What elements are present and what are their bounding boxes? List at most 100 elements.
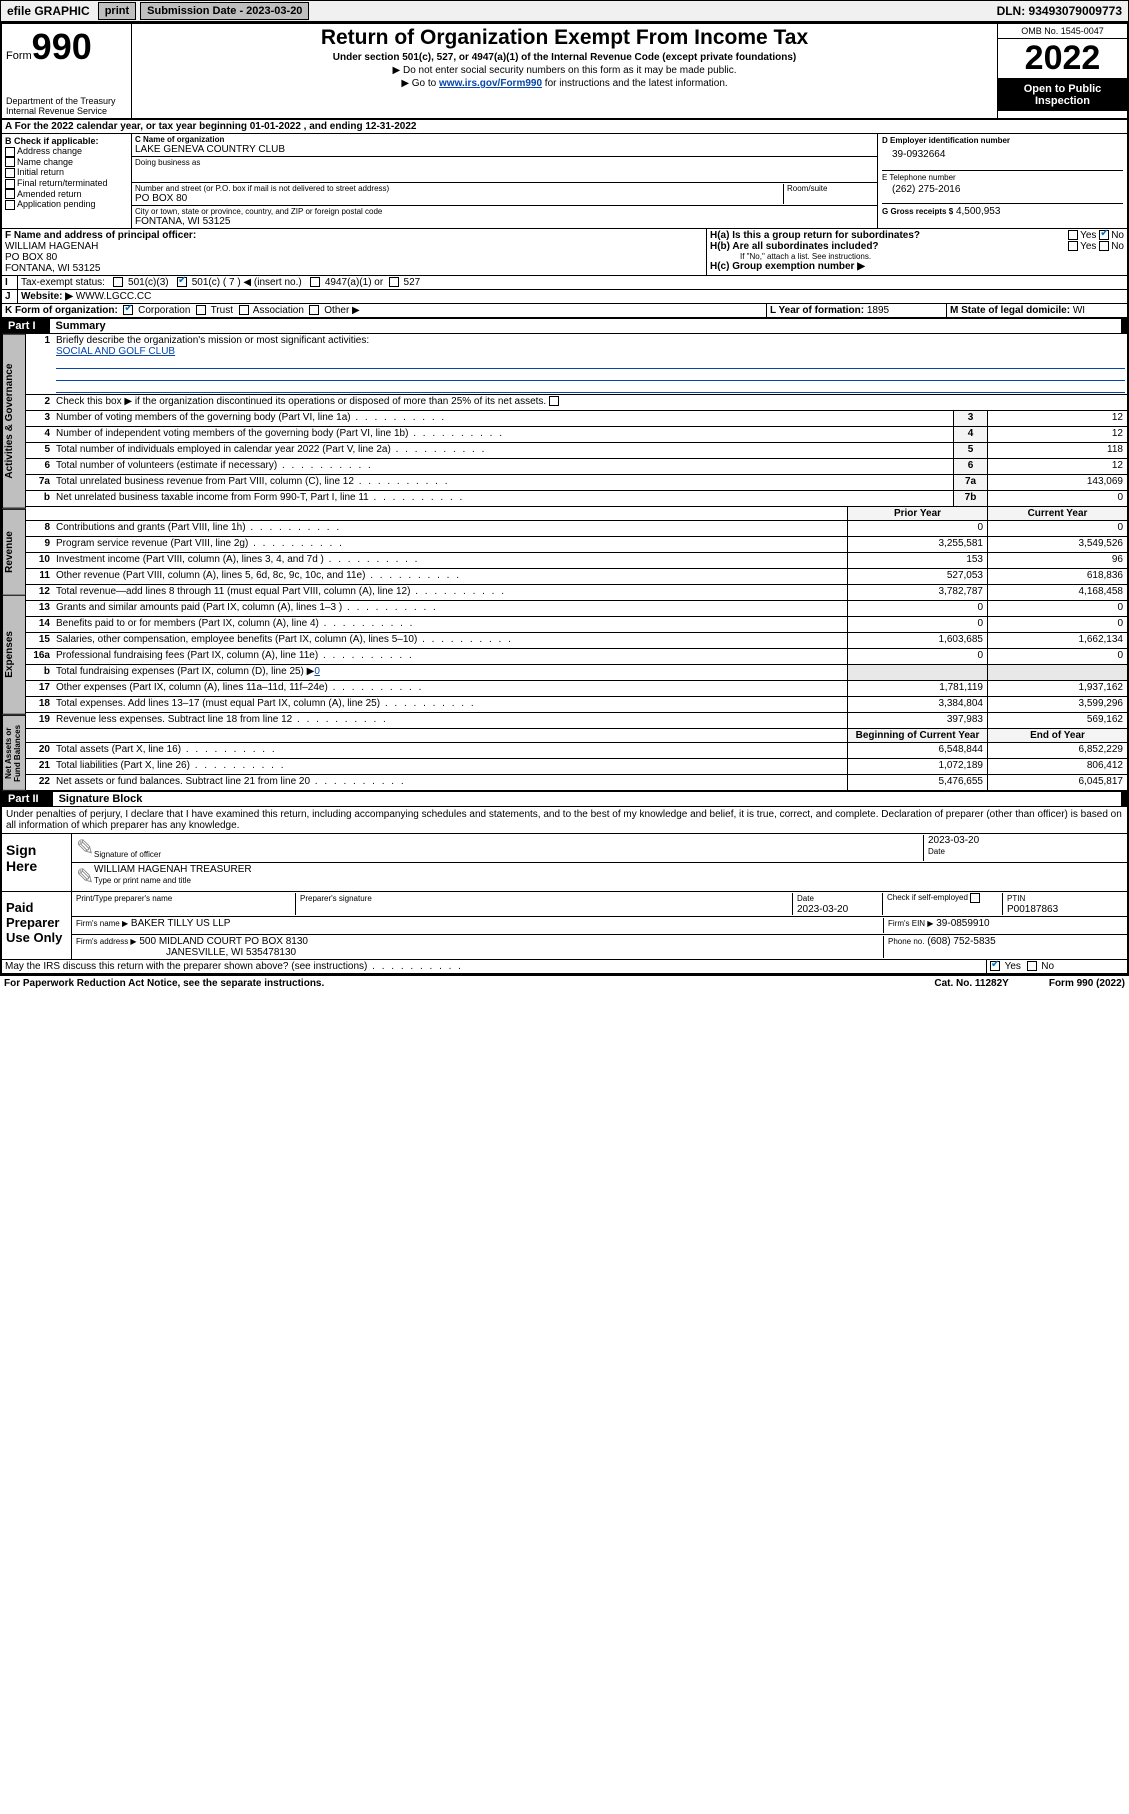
submission-date-button[interactable]: Submission Date - 2023-03-20 xyxy=(140,2,309,20)
m-lbl: M State of legal domicile: xyxy=(950,305,1070,316)
print-button[interactable]: print xyxy=(98,2,136,20)
chk-527[interactable] xyxy=(389,277,399,287)
firm-addr-lbl: Firm's address ▶ xyxy=(76,937,137,946)
tab-expenses: Expenses xyxy=(2,595,26,715)
chk-self-employed[interactable] xyxy=(970,893,980,903)
row-fh: F Name and address of principal officer:… xyxy=(2,229,1127,276)
org-name: LAKE GENEVA COUNTRY CLUB xyxy=(135,144,874,155)
line-7a: 7aTotal unrelated business revenue from … xyxy=(26,475,1127,491)
f-lbl: F Name and address of principal officer: xyxy=(5,230,196,241)
part2-header: Part II Signature Block xyxy=(2,791,1127,807)
ein-value: 39-0932664 xyxy=(892,149,1123,160)
chk-amended[interactable] xyxy=(5,189,15,199)
line-21: 21Total liabilities (Part X, line 26)1,0… xyxy=(26,759,1127,775)
line-11: 11Other revenue (Part VIII, column (A), … xyxy=(26,569,1127,585)
chk-discontinued[interactable] xyxy=(549,396,559,406)
pra-notice: For Paperwork Reduction Act Notice, see … xyxy=(4,978,324,989)
chk-address[interactable] xyxy=(5,147,15,157)
pp-name-lbl: Print/Type preparer's name xyxy=(76,894,172,903)
part1-body: Activities & Governance Revenue Expenses… xyxy=(2,334,1127,791)
hb-lbl: H(b) Are all subordinates included? xyxy=(710,241,879,252)
addr-lbl: Number and street (or P.O. box if mail i… xyxy=(135,184,780,193)
year-formation: 1895 xyxy=(867,305,889,316)
officer-name-line: ✎ WILLIAM HAGENAH TREASURERType or print… xyxy=(72,863,1127,891)
firm-ein-lbl: Firm's EIN ▶ xyxy=(888,919,933,928)
row-bcdeg: B Check if applicable: Address change Na… xyxy=(2,134,1127,229)
chk-name[interactable] xyxy=(5,157,15,167)
hc-lbl: H(c) Group exemption number ▶ xyxy=(710,261,1124,272)
discuss-yn: Yes No xyxy=(987,960,1127,973)
dba-lbl: Doing business as xyxy=(135,158,874,167)
pen-icon: ✎ xyxy=(76,864,94,890)
chk-hb-yes[interactable] xyxy=(1068,241,1078,251)
tax-year: 2022 xyxy=(998,39,1127,79)
part1-label: Part I xyxy=(8,320,46,332)
ptin-val: P00187863 xyxy=(1007,904,1058,915)
note2-pre: ▶ Go to xyxy=(401,78,439,89)
chk-final[interactable] xyxy=(5,179,15,189)
chk-ha-no[interactable] xyxy=(1099,230,1109,240)
note2-post: for instructions and the latest informat… xyxy=(542,78,728,89)
vtabs: Activities & Governance Revenue Expenses… xyxy=(2,334,26,791)
form-ref: Form 990 (2022) xyxy=(1049,978,1125,989)
line-16a: 16aProfessional fundraising fees (Part I… xyxy=(26,649,1127,665)
room-lbl: Room/suite xyxy=(784,184,874,204)
chk-initial[interactable] xyxy=(5,168,15,178)
b-label: B Check if applicable: xyxy=(5,136,128,146)
officer-name-title: WILLIAM HAGENAH TREASURER xyxy=(94,864,1123,875)
chk-other[interactable] xyxy=(309,305,319,315)
e-lbl: E Telephone number xyxy=(882,170,1123,182)
chk-501c3[interactable] xyxy=(113,277,123,287)
l2-desc: Check this box ▶ if the organization dis… xyxy=(54,395,1127,410)
l16b-val: 0 xyxy=(314,666,320,677)
firm-phone-lbl: Phone no. xyxy=(888,937,924,946)
line-3: 3Number of voting members of the governi… xyxy=(26,411,1127,427)
line-22: 22Net assets or fund balances. Subtract … xyxy=(26,775,1127,791)
chk-trust[interactable] xyxy=(196,305,206,315)
chk-ha-yes[interactable] xyxy=(1068,230,1078,240)
irs-link[interactable]: www.irs.gov/Form990 xyxy=(439,78,542,89)
form-number: 990 xyxy=(32,26,92,67)
line-16b: b Total fundraising expenses (Part IX, c… xyxy=(26,665,1127,681)
declaration: Under penalties of perjury, I declare th… xyxy=(2,807,1127,834)
officer-lbl: Type or print name and title xyxy=(94,876,191,885)
line-8: 8Contributions and grants (Part VIII, li… xyxy=(26,521,1127,537)
chk-discuss-yes[interactable] xyxy=(990,961,1000,971)
period-text: A For the 2022 calendar year, or tax yea… xyxy=(2,120,1127,133)
chk-assoc[interactable] xyxy=(239,305,249,315)
header-right: OMB No. 1545-0047 2022 Open to Public In… xyxy=(997,24,1127,118)
pp-date-val: 2023-03-20 xyxy=(797,904,848,915)
section-l: L Year of formation: 1895 xyxy=(767,304,947,317)
g-lbl: G Gross receipts $ xyxy=(882,207,953,216)
ptin-lbl: PTIN xyxy=(1007,894,1025,903)
section-i: Tax-exempt status: 501(c)(3) 501(c) ( 7 … xyxy=(18,276,1127,289)
line-19: 19Revenue less expenses. Subtract line 1… xyxy=(26,713,1127,729)
ruled-line xyxy=(56,357,1125,369)
part1-header: Part I Summary xyxy=(2,318,1127,334)
chk-corp[interactable] xyxy=(123,305,133,315)
chk-hb-no[interactable] xyxy=(1099,241,1109,251)
paid-preparer-label: Paid Preparer Use Only xyxy=(2,892,72,959)
ha-row: H(a) Is this a group return for subordin… xyxy=(710,230,1124,241)
i-lbl: Tax-exempt status: xyxy=(21,277,105,288)
l1-desc: Briefly describe the organization's miss… xyxy=(54,334,1127,394)
open-inspection: Open to Public Inspection xyxy=(998,79,1127,111)
section-b: B Check if applicable: Address change Na… xyxy=(2,134,132,228)
line-17: 17Other expenses (Part IX, column (A), l… xyxy=(26,681,1127,697)
line-5: 5Total number of individuals employed in… xyxy=(26,443,1127,459)
mission-text: SOCIAL AND GOLF CLUB xyxy=(56,346,175,357)
irs-label: Internal Revenue Service xyxy=(6,106,127,116)
chk-pending[interactable] xyxy=(5,200,15,210)
form-title: Return of Organization Exempt From Incom… xyxy=(138,26,991,50)
line-4: 4Number of independent voting members of… xyxy=(26,427,1127,443)
form-word: Form xyxy=(6,50,32,62)
line-10: 10Investment income (Part VIII, column (… xyxy=(26,553,1127,569)
chk-discuss-no[interactable] xyxy=(1027,961,1037,971)
officer-addr2: FONTANA, WI 53125 xyxy=(5,263,100,274)
g-block: G Gross receipts $ 4,500,953 xyxy=(882,203,1123,217)
j-lbl: Website: ▶ xyxy=(21,291,73,302)
sig-officer-line: ✎ Signature of officer 2023-03-20Date xyxy=(72,834,1127,863)
chk-501c[interactable] xyxy=(177,277,187,287)
line-9: 9Program service revenue (Part VIII, lin… xyxy=(26,537,1127,553)
chk-4947[interactable] xyxy=(310,277,320,287)
